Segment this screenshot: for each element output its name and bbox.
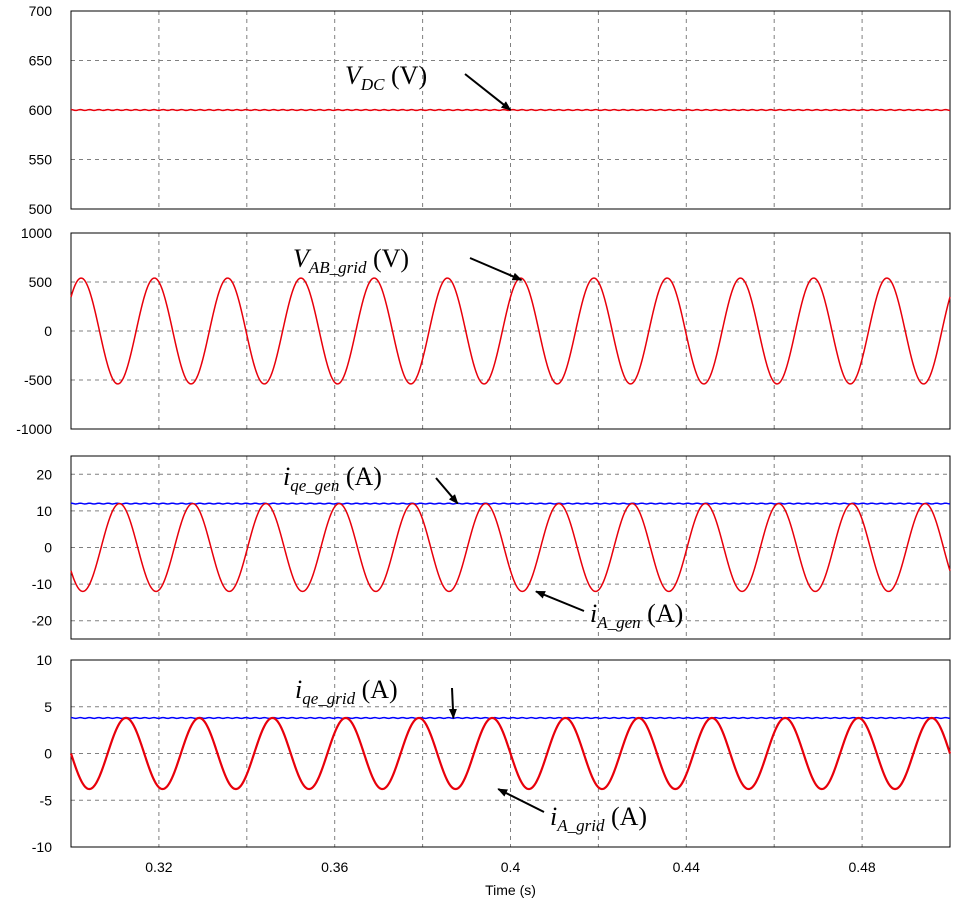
annotation-label: iqe_grid (A) xyxy=(295,675,398,708)
series-line xyxy=(69,716,952,791)
y-tick-label: 500 xyxy=(29,274,53,290)
y-tick-label: 550 xyxy=(29,152,53,168)
annotation-label: iA_gen (A) xyxy=(590,599,683,632)
y-tick-label: 10 xyxy=(36,503,52,519)
y-tick-label: -500 xyxy=(24,372,52,388)
series-line xyxy=(70,502,951,505)
y-tick-label: 0 xyxy=(44,323,52,339)
series-line xyxy=(70,716,951,720)
annotation-label: iqe_gen (A) xyxy=(283,462,382,495)
y-tick-label: -5 xyxy=(40,792,53,808)
y-tick-label: 650 xyxy=(29,53,53,69)
y-tick-label: 20 xyxy=(36,466,52,482)
y-tick-label: -10 xyxy=(32,576,52,592)
x-tick-label: 0.44 xyxy=(673,859,700,875)
panel-1: 500 550 600 650 700 VDC (V) xyxy=(29,3,951,217)
series-line xyxy=(70,277,951,385)
annotation-arrow xyxy=(435,477,459,505)
y-tick-label: 10 xyxy=(36,652,52,668)
y-tick-label: 5 xyxy=(44,699,52,715)
annotation-arrow xyxy=(535,590,585,612)
panel-2: -1000 -500 0 500 1000 VAB_grid (V) xyxy=(16,225,951,437)
plot-frame xyxy=(70,455,951,640)
annotation-arrow xyxy=(448,687,457,719)
y-tick-label: -1000 xyxy=(16,421,52,437)
annotation-label: iA_grid (A) xyxy=(550,802,647,835)
x-axis-label: Time (s) xyxy=(485,882,536,898)
y-tick-label: 500 xyxy=(29,201,53,217)
annotation-label: VDC (V) xyxy=(345,61,427,94)
y-tick-label: -20 xyxy=(32,613,52,629)
panel-4: -10 -5 0 5 10 iqe_grid (A) iA_grid (A) 0.32 0.36… xyxy=(32,652,952,898)
annotation-arrow xyxy=(497,788,545,813)
x-tick-label: 0.32 xyxy=(145,859,172,875)
y-tick-label: 700 xyxy=(29,3,53,19)
y-tick-label: 0 xyxy=(44,540,52,556)
annotation-arrow xyxy=(469,257,523,281)
y-tick-label: 1000 xyxy=(21,225,52,241)
x-tick-label: 0.48 xyxy=(848,859,875,875)
x-tick-label: 0.36 xyxy=(321,859,348,875)
y-tick-label: -10 xyxy=(32,839,52,855)
y-tick-label: 0 xyxy=(44,746,52,762)
annotation-label: VAB_grid (V) xyxy=(293,244,409,277)
series-line xyxy=(70,502,951,593)
panel-3: -20 -10 0 10 20 iqe_gen (A) iA_gen (A) xyxy=(32,455,951,640)
x-tick-label: 0.4 xyxy=(501,859,521,875)
annotation-arrow xyxy=(464,73,512,111)
y-tick-label: 600 xyxy=(29,102,53,118)
plot-frame xyxy=(70,232,951,430)
